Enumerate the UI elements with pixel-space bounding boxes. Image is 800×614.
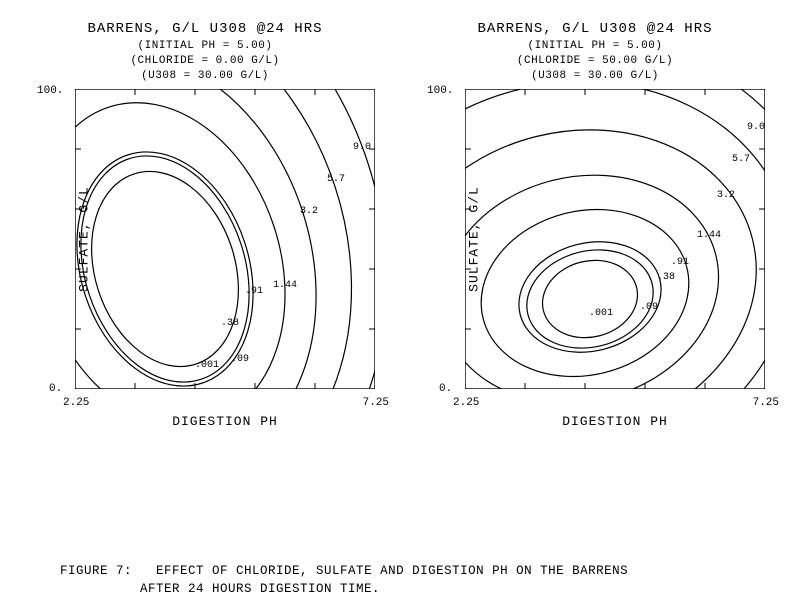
svg-text:.91: .91 [245,286,263,297]
xtick-left-left: 2.25 [63,397,89,409]
panel-right-sub2: (CHLORIDE = 50.00 G/L) [410,54,780,69]
ytick-top-right: 100. [427,85,453,97]
panel-left-plot-wrap: 100. 0. SULFATE, G/L .001.09.38.911.443.… [75,89,375,389]
xtick-right-right: 7.25 [753,397,779,409]
xtick-left-right: 2.25 [453,397,479,409]
svg-text:.91: .91 [671,257,689,268]
panel-left-title-block: BARRENS, G/L U308 @24 HRS (INITIAL PH = … [20,20,390,83]
caption-label: Figure 7: [60,564,132,578]
contour-plot-right: .001 .09 .38 .91 1.44 3.2 5.7 9.0 [465,89,765,389]
panel-left-sub2: (CHLORIDE = 0.00 G/L) [20,54,390,69]
svg-text:.001: .001 [589,308,613,319]
panel-left-sub3: (U308 = 30.00 G/L) [20,69,390,84]
svg-text:.09: .09 [640,302,658,313]
caption-line1: Effect of chloride, sulfate and digestio… [156,564,628,578]
panel-right-sub1: (INITIAL PH = 5.00) [410,39,780,54]
svg-text:1.44: 1.44 [697,230,721,241]
contour-plot-left: .001 .09 .38 .91 1.44 3.2 5.7 9.0 [75,89,375,389]
panel-right-title: BARRENS, G/L U308 @24 HRS [410,20,780,39]
svg-text:3.2: 3.2 [717,190,735,201]
panel-left-title: BARRENS, G/L U308 @24 HRS [20,20,390,39]
xlabel-left: DIGESTION PH [172,414,278,429]
svg-text:.001: .001 [195,360,219,371]
xtick-right-left: 7.25 [363,397,389,409]
svg-text:5.7: 5.7 [327,174,345,185]
svg-text:3.2: 3.2 [300,206,318,217]
svg-text:9.0: 9.0 [747,122,765,133]
svg-text:.09: .09 [231,354,249,365]
ylabel-right: SULFATE, G/L [466,187,481,293]
ytick-top-left: 100. [37,85,63,97]
ytick-bot-right: 0. [439,383,452,395]
ytick-bot-left: 0. [49,383,62,395]
panel-right-title-block: BARRENS, G/L U308 @24 HRS (INITIAL PH = … [410,20,780,83]
panel-left: BARRENS, G/L U308 @24 HRS (INITIAL PH = … [20,20,390,520]
panel-right: BARRENS, G/L U308 @24 HRS (INITIAL PH = … [410,20,780,520]
svg-text:1.44: 1.44 [273,280,297,291]
svg-text:9.0: 9.0 [353,142,371,153]
figure-caption: Figure 7: Effect of chloride, sulfate an… [60,563,760,598]
panel-left-sub1: (INITIAL PH = 5.00) [20,39,390,54]
panels-container: BARRENS, G/L U308 @24 HRS (INITIAL PH = … [20,20,780,520]
panel-right-plot-wrap: 100. 0. SULFATE, G/L .001.09.38.911.443.… [465,89,765,389]
caption-line2: after 24 hours digestion time. [140,582,380,596]
figure-page: BARRENS, G/L U308 @24 HRS (INITIAL PH = … [0,0,800,614]
svg-text:.38: .38 [221,318,239,329]
panel-right-sub3: (U308 = 30.00 G/L) [410,69,780,84]
xlabel-right: DIGESTION PH [562,414,668,429]
ylabel-left: SULFATE, G/L [76,187,91,293]
svg-text:5.7: 5.7 [732,154,750,165]
svg-text:.38: .38 [657,272,675,283]
